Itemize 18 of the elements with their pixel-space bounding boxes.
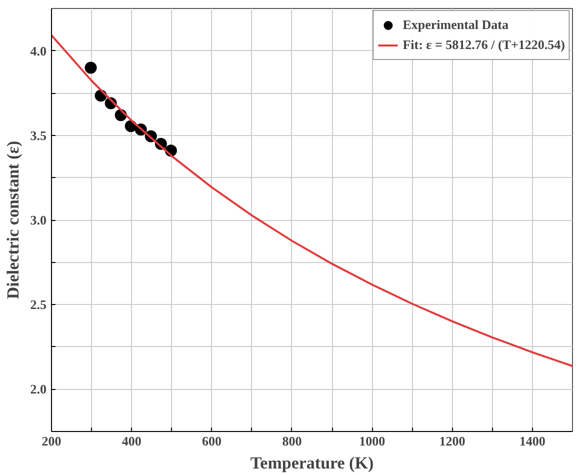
y-tick-label: 3.5 <box>30 128 47 143</box>
y-axis-title: Dielectric constant (ε) <box>3 140 22 300</box>
line-series <box>52 34 572 368</box>
legend-label: Experimental Data <box>402 17 509 33</box>
y-tick-label: 2.0 <box>30 382 46 397</box>
x-tick-label: 1400 <box>519 434 546 448</box>
x-tick-label: 1000 <box>359 434 386 448</box>
x-tick-label: 200 <box>42 434 62 448</box>
point <box>84 62 97 74</box>
y-tick-label: 2.5 <box>30 297 47 312</box>
x-tick-label: 1200 <box>439 434 466 448</box>
y-tick-label: 4.0 <box>30 43 46 58</box>
x-axis-title: Temperature (K) <box>250 454 374 472</box>
legend-label: Fit: ε = 5812.76 / (T+1220.54) <box>402 37 565 53</box>
y-tick-label: 3.0 <box>30 212 46 228</box>
x-tick-label: 400 <box>122 434 142 448</box>
x-tick-label: 800 <box>282 434 302 448</box>
x-tick-label: 600 <box>202 434 222 448</box>
